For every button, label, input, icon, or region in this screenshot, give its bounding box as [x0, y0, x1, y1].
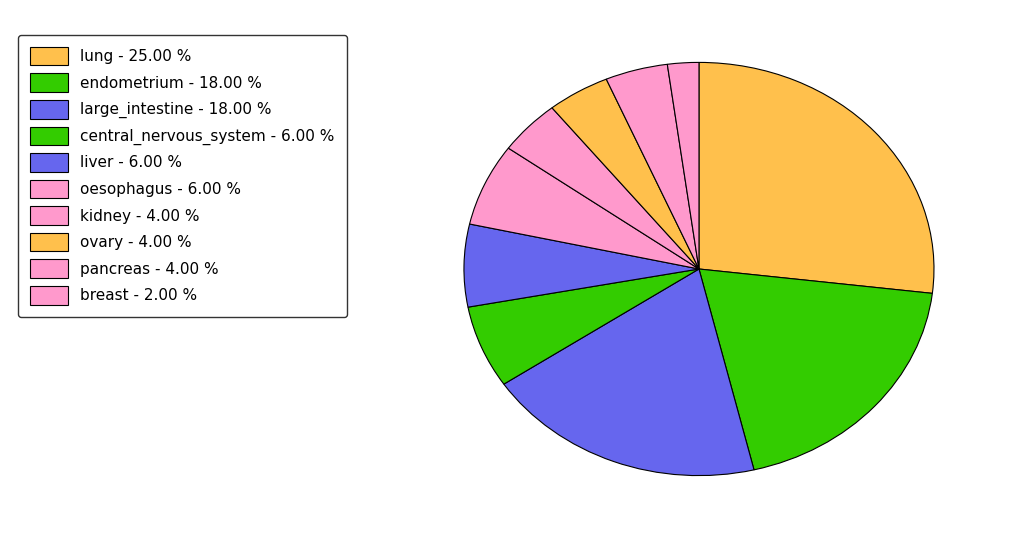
- Wedge shape: [468, 269, 699, 384]
- Wedge shape: [503, 269, 754, 476]
- Wedge shape: [470, 148, 699, 269]
- Legend: lung - 25.00 %, endometrium - 18.00 %, large_intestine - 18.00 %, central_nervou: lung - 25.00 %, endometrium - 18.00 %, l…: [18, 34, 347, 317]
- Wedge shape: [552, 79, 699, 269]
- Wedge shape: [607, 65, 699, 269]
- Wedge shape: [699, 269, 932, 470]
- Wedge shape: [668, 62, 699, 269]
- Wedge shape: [464, 224, 699, 307]
- Wedge shape: [699, 62, 934, 293]
- Wedge shape: [509, 108, 699, 269]
